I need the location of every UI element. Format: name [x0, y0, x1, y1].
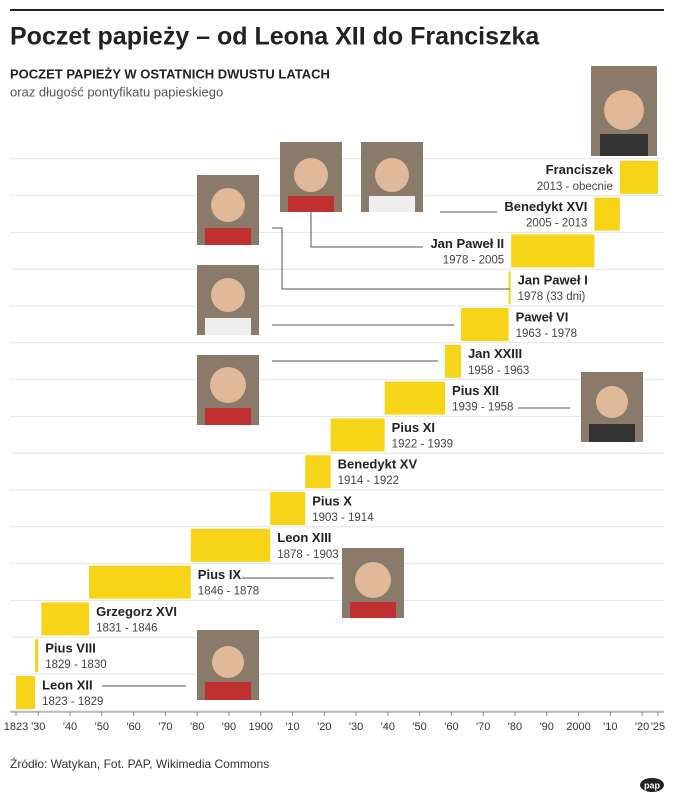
bar [445, 344, 461, 378]
photo [581, 372, 643, 442]
x-tick-label: 2000 [566, 721, 590, 733]
photo [342, 548, 404, 618]
x-tick-label: '50 [95, 721, 109, 733]
x-tick-label: '80 [508, 721, 522, 733]
bar [619, 160, 658, 194]
bar [305, 455, 331, 489]
photo [197, 355, 259, 425]
x-tick-label: '70 [476, 721, 490, 733]
x-tick-label: '30 [31, 721, 45, 733]
pope-dates: 1978 (33 dni) [518, 291, 586, 303]
photos [197, 66, 657, 700]
chart-description: oraz długość pontyfikatu papieskiego [10, 84, 223, 99]
pope-dates: 2013 - obecnie [537, 181, 613, 193]
photo [197, 630, 259, 700]
pope-name: Franciszek [546, 162, 614, 177]
pope-name: Grzegorz XVI [96, 604, 177, 619]
x-tick-label: '20 [317, 721, 331, 733]
pope-name: Pius X [312, 493, 352, 508]
pope-name: Benedykt XVI [504, 199, 587, 214]
plot: 1823'30'40'50'60'70'80'90 1900'10'20'30'4… [4, 158, 665, 733]
pope-dates: 1823 - 1829 [42, 696, 103, 708]
photo [361, 142, 423, 212]
photo [197, 265, 259, 335]
pope-name: Jan Paweł I [518, 273, 588, 288]
bar [384, 381, 446, 415]
bar [16, 676, 36, 709]
x-tick-label: '30 [349, 721, 363, 733]
pope-name: Benedykt XV [338, 457, 418, 472]
pope-dates: 1978 - 2005 [443, 254, 504, 266]
pope-name: Jan XXIII [468, 346, 522, 361]
pope-dates: 1831 - 1846 [96, 622, 157, 634]
x-tick-label: '10 [285, 721, 299, 733]
pope-name: Leon XIII [277, 530, 331, 545]
pope-dates: 1903 - 1914 [312, 512, 374, 524]
pope-name: Leon XII [42, 677, 93, 692]
bar [511, 234, 595, 268]
pope-name: Paweł VI [516, 309, 569, 324]
x-tick-label: '20 [635, 721, 649, 733]
pope-name: Pius IX [198, 567, 242, 582]
bar [330, 418, 385, 452]
source: Źródło: Watykan, Fot. PAP, Wikimedia Com… [10, 756, 269, 771]
x-tick-label: '50 [412, 721, 426, 733]
x-tick-label: '60 [444, 721, 458, 733]
pope-name: Jan Paweł II [430, 236, 504, 251]
pope-name: Pius VIII [45, 641, 96, 656]
pope-dates: 1914 - 1922 [338, 475, 399, 487]
bar [41, 602, 90, 636]
photo [197, 175, 259, 245]
pope-dates: 1846 - 1878 [198, 586, 259, 598]
bar [35, 639, 39, 673]
connectors [102, 211, 570, 687]
logo-badge [640, 778, 664, 792]
pope-name: Pius XII [452, 383, 499, 398]
x-tick-label: 1900 [248, 721, 272, 733]
pope-dates: 1939 - 1958 [452, 402, 513, 414]
logo: pap [644, 780, 661, 790]
pope-name: Pius XI [392, 420, 435, 435]
chart-subtitle: POCZET PAPIEŻY W OSTATNICH DWUSTU LATACH [10, 66, 330, 81]
x-tick-label: '25 [651, 721, 665, 733]
x-tick-label: '60 [126, 721, 140, 733]
bar [270, 492, 306, 525]
bar [89, 565, 191, 599]
x-tick-label: '90 [222, 721, 236, 733]
x-tick-label: '90 [540, 721, 554, 733]
x-tick-label: '70 [158, 721, 172, 733]
pope-dates: 1958 - 1963 [468, 365, 529, 377]
x-tick-label: '10 [603, 721, 617, 733]
bar [508, 271, 511, 305]
pope-dates: 1878 - 1903 [277, 549, 338, 561]
chart-title: Poczet papieży – od Leona XII do Francis… [10, 23, 540, 51]
pope-dates: 2005 - 2013 [526, 218, 587, 230]
bar [190, 528, 271, 562]
pope-dates: 1922 - 1939 [392, 438, 453, 450]
x-tick-label: '80 [190, 721, 204, 733]
pope-dates: 1963 - 1978 [516, 328, 577, 340]
x-tick-label: 1823 [4, 721, 28, 733]
photo [280, 142, 342, 212]
pope-dates: 1829 - 1830 [45, 659, 106, 671]
x-tick-label: '40 [63, 721, 77, 733]
photo [591, 66, 657, 156]
x-tick-label: '40 [381, 721, 395, 733]
bar [594, 197, 620, 231]
bar [460, 308, 509, 341]
